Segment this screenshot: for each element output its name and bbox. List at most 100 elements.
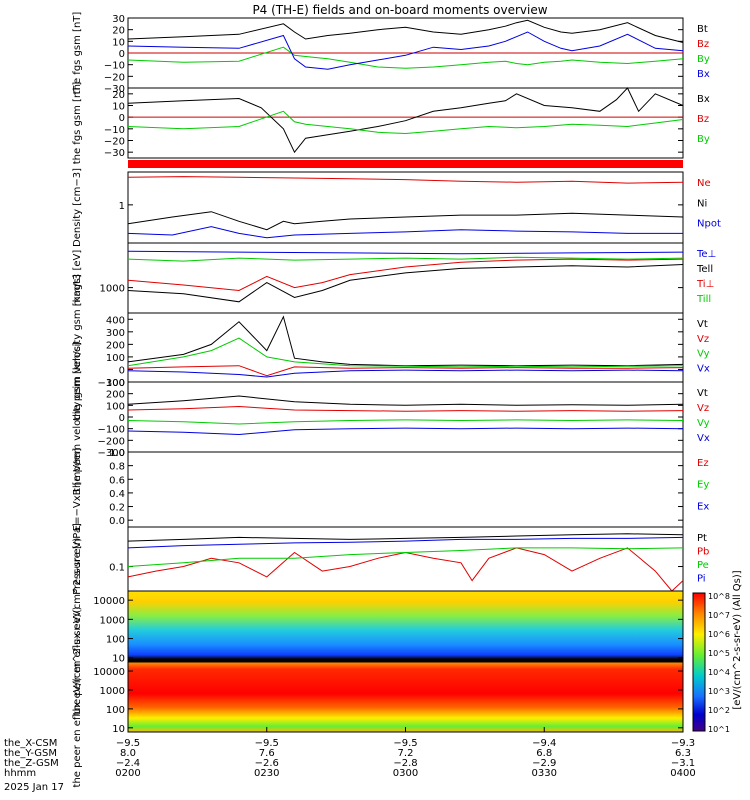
series-Vy bbox=[127, 337, 684, 368]
series-Ne bbox=[127, 176, 684, 184]
colorbar: 10^8 10^7 10^6 10^5 10^4 10^3 10^2 10^1 [eV/(cm^… bbox=[692, 570, 743, 734]
y-tick-label: 10 bbox=[112, 654, 125, 665]
legend-Pi: Pi bbox=[697, 574, 706, 585]
colorbar-tick-label: 10^7 bbox=[708, 611, 730, 620]
axes-frame bbox=[127, 526, 684, 592]
colorbar-label: [eV/(cm^2-s-sr-eV) (All Qs)] bbox=[732, 570, 743, 709]
x-row-value: 0200 bbox=[115, 768, 140, 779]
series-Vx bbox=[127, 427, 684, 436]
y-tick-label: −100 bbox=[98, 378, 125, 389]
x-row-value: 7.6 bbox=[259, 748, 275, 759]
legend-Vz: Vz bbox=[697, 403, 709, 414]
legend-Ne: Ne bbox=[697, 178, 711, 189]
colorbar-tick-label: 10^8 bbox=[708, 592, 730, 601]
legend-Vt: Vt bbox=[697, 319, 708, 330]
y-tick-label: −30 bbox=[104, 84, 125, 95]
colorbar-tick-label: 10^4 bbox=[708, 668, 730, 677]
x-row-label: hhmm bbox=[4, 768, 36, 779]
colorbar-gradient bbox=[692, 592, 706, 732]
series-Till bbox=[127, 256, 684, 262]
series-Pb bbox=[127, 547, 684, 592]
date-label: 2025 Jan 17 bbox=[4, 782, 64, 793]
x-row-value: 7.2 bbox=[398, 748, 414, 759]
x-row-label: the_Y-GSM bbox=[4, 748, 57, 759]
y-tick-label: 0 bbox=[119, 365, 125, 376]
y-tick-label: 100 bbox=[106, 635, 125, 646]
legend-Ni: Ni bbox=[697, 198, 707, 209]
series-Pt bbox=[127, 533, 684, 542]
panel-efield: 1.0 0.8 0.6 0.4 0.2 0.0 E=−VxB [mV/m] Ez Ey Ex bbox=[72, 448, 709, 531]
legend-Ez: Ez bbox=[697, 458, 709, 469]
series-By bbox=[127, 110, 684, 135]
y-tick-label: 1000 bbox=[100, 615, 125, 626]
series-Npot bbox=[127, 226, 683, 239]
panel-temperature: 1000 magt3 [eV] Te⊥ Tell Ti⊥ Till bbox=[72, 242, 716, 314]
y-tick-label: 20 bbox=[112, 26, 125, 37]
x-row-value: −2.6 bbox=[255, 758, 279, 769]
y-tick-label: 10 bbox=[112, 102, 125, 113]
spectrogram-peer-eflux bbox=[128, 662, 683, 732]
legend-Ex: Ex bbox=[697, 501, 709, 512]
legend-Bz: Bz bbox=[697, 39, 709, 50]
x-row-value: −9.5 bbox=[116, 738, 140, 749]
x-axis-annotation: the_X-CSM −9.5 −9.5 −9.5 −9.4 −9.3 the_Y-GSM 8.… bbox=[4, 727, 696, 793]
colorbar-tick-label: 10^2 bbox=[708, 706, 730, 715]
series-Bt bbox=[127, 19, 684, 43]
axes-frame bbox=[127, 381, 684, 453]
y-tick-label: −20 bbox=[104, 137, 125, 148]
y-tick-label: 100 bbox=[106, 401, 125, 412]
y-tick-label: 0 bbox=[119, 113, 125, 124]
legend-Vy: Vy bbox=[697, 349, 710, 360]
series-Vz bbox=[127, 365, 684, 377]
series-Bx bbox=[127, 31, 684, 70]
x-row-value: 0300 bbox=[393, 768, 418, 779]
y-tick-label: 10 bbox=[112, 37, 125, 48]
y-tick-label: 200 bbox=[106, 390, 125, 401]
series-Ni bbox=[127, 211, 684, 231]
legend-Vz: Vz bbox=[697, 334, 709, 345]
colorbar-tick-label: 10^3 bbox=[708, 687, 730, 696]
x-row-value: 6.3 bbox=[675, 748, 691, 759]
series-By bbox=[127, 46, 684, 69]
y-tick-label: 300 bbox=[106, 328, 125, 339]
x-row-value: −9.3 bbox=[671, 738, 695, 749]
y-tick-label: 10000 bbox=[93, 667, 125, 678]
series-Pe bbox=[127, 547, 684, 567]
x-row-value: 8.0 bbox=[120, 748, 136, 759]
y-axis-label: Pressure [nPa] bbox=[72, 523, 83, 595]
y-tick-label: 1000 bbox=[100, 284, 125, 295]
y-tick-label: 1.0 bbox=[109, 448, 125, 459]
legend-Vt: Vt bbox=[697, 388, 708, 399]
legend-Pb: Pb bbox=[697, 547, 709, 558]
colorbar-tick-label: 10^5 bbox=[708, 649, 730, 658]
y-tick-label: −20 bbox=[104, 72, 125, 83]
y-axis-label: Density [cm−3] bbox=[72, 168, 83, 247]
y-tick-label: −30 bbox=[104, 148, 125, 159]
quality-flag-bar bbox=[128, 160, 683, 168]
y-tick-label: 0.8 bbox=[109, 462, 125, 473]
legend-Vy: Vy bbox=[697, 418, 710, 429]
x-row-value: 0400 bbox=[670, 768, 695, 779]
y-tick-label: 0.0 bbox=[109, 516, 125, 527]
legend-Te⊥: Te⊥ bbox=[696, 249, 716, 260]
x-row-value: −2.9 bbox=[532, 758, 556, 769]
legend-Vx: Vx bbox=[697, 363, 710, 374]
x-row-label: the_X-CSM bbox=[4, 738, 57, 749]
y-axis-label: the fgs gsm [nT] bbox=[72, 12, 83, 95]
y-tick-label: 10 bbox=[112, 724, 125, 735]
axes-frame bbox=[127, 312, 684, 383]
legend-By: By bbox=[697, 134, 710, 145]
legend-By: By bbox=[697, 54, 710, 65]
colorbar-tick-label: 10^6 bbox=[708, 630, 730, 639]
panel-pressure: 0.1 Pressure [nPa] Pt Pb Pe Pi bbox=[72, 523, 709, 595]
y-tick-label: −200 bbox=[98, 436, 125, 447]
y-axis-label: the fgs gsm [nT] bbox=[72, 82, 83, 165]
y-axis-label: E=−VxB [mV/m] bbox=[72, 448, 83, 531]
legend-Bz: Bz bbox=[697, 114, 709, 125]
spectrogram-peir-eflux bbox=[128, 591, 683, 662]
